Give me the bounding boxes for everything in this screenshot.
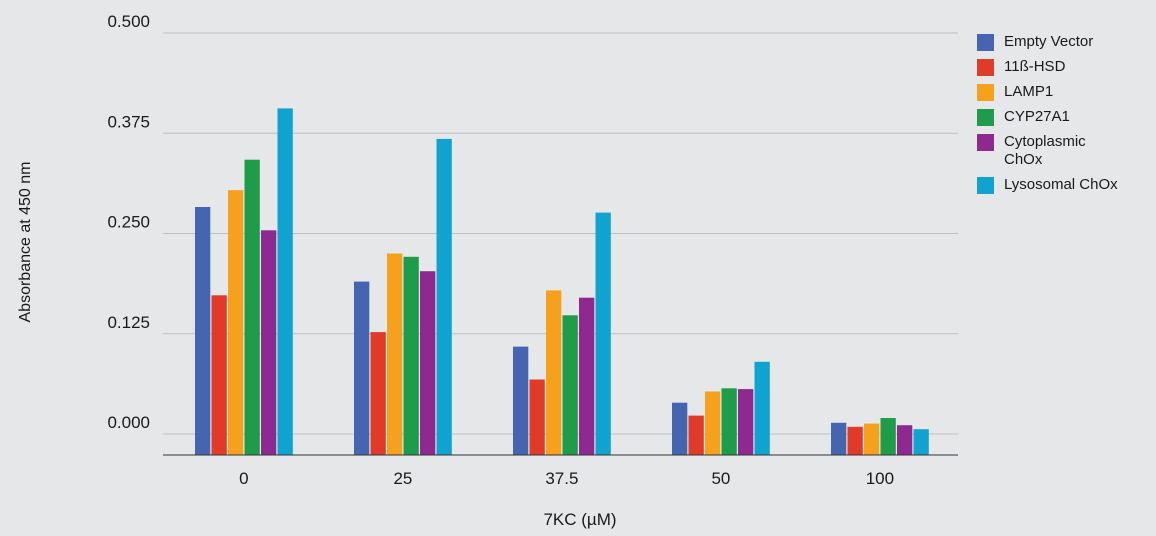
bar-11-hsd-0 (211, 295, 227, 455)
y-tick-labels: 0.000 0.125 0.250 0.375 0.500 (107, 12, 150, 432)
bar-cytoplasmic-chox-50 (738, 389, 754, 455)
bar-lamp1-37-5 (546, 290, 562, 455)
bar-empty-vector-0 (195, 207, 211, 455)
x-axis-title: 7KC (µM) (543, 510, 616, 529)
bar-cyp27a1-100 (880, 418, 896, 455)
bar-lamp1-0 (228, 190, 244, 455)
y-axis-title: Absorbance at 450 nm (17, 162, 34, 323)
legend-item: Cytoplasmic ChOx (977, 133, 1152, 169)
bar-lamp1-25 (387, 253, 403, 455)
legend-swatch (977, 109, 994, 126)
bar-cyp27a1-37-5 (562, 315, 578, 455)
legend-swatch (977, 34, 994, 51)
gridlines (163, 32, 958, 435)
bar-lamp1-50 (705, 391, 721, 455)
x-tick-label: 37.5 (545, 469, 578, 488)
bar-lysosomal-chox-25 (436, 138, 452, 455)
bar-cyp27a1-25 (403, 256, 419, 455)
bar-cyp27a1-50 (721, 388, 737, 455)
bar-11-hsd-37-5 (529, 379, 545, 455)
legend-item: Lysosomal ChOx (977, 176, 1152, 194)
legend-swatch (977, 134, 994, 151)
bar-11-hsd-25 (370, 332, 386, 455)
y-tick-label: 0.375 (107, 112, 150, 131)
bar-lamp1-100 (864, 423, 880, 455)
bar-11-hsd-100 (847, 426, 863, 455)
legend-swatch (977, 84, 994, 101)
y-tick-label: 0.000 (107, 413, 150, 432)
x-tick-label: 100 (866, 469, 894, 488)
y-tick-label: 0.250 (107, 213, 150, 232)
bar-cytoplasmic-chox-100 (897, 425, 913, 455)
x-tick-label: 0 (239, 469, 248, 488)
legend-label: Lysosomal ChOx (1004, 176, 1118, 193)
bar-lysosomal-chox-0 (277, 108, 293, 456)
x-tick-label: 50 (711, 469, 730, 488)
bars (195, 108, 929, 456)
bar-empty-vector-50 (672, 402, 688, 455)
legend-swatch (977, 59, 994, 76)
legend-item: LAMP1 (977, 83, 1152, 101)
legend-item: 11ß-HSD (977, 58, 1152, 76)
bar-cytoplasmic-chox-0 (261, 230, 277, 455)
legend-label: CYP27A1 (1004, 108, 1070, 125)
bar-lysosomal-chox-50 (754, 361, 770, 455)
y-tick-label: 0.500 (107, 12, 150, 31)
bar-cyp27a1-0 (244, 159, 260, 455)
legend-label: LAMP1 (1004, 83, 1054, 100)
legend-item: Empty Vector (977, 33, 1152, 51)
bar-lysosomal-chox-100 (913, 429, 929, 455)
y-tick-label: 0.125 (107, 313, 150, 332)
legend-item: CYP27A1 (977, 108, 1152, 126)
bar-empty-vector-100 (831, 422, 847, 455)
bar-cytoplasmic-chox-37-5 (579, 297, 595, 455)
bar-11-hsd-50 (688, 415, 704, 455)
legend-label: Empty Vector (1004, 33, 1094, 50)
legend-label: Cytoplasmic ChOx (1004, 133, 1086, 168)
bar-empty-vector-25 (354, 281, 370, 455)
legend: Empty Vector 11ß-HSD LAMP1 CYP27A1 Cytoplasm… (977, 33, 1152, 201)
x-tick-label: 25 (393, 469, 412, 488)
legend-swatch (977, 177, 994, 194)
x-tick-labels: 0 25 37.5 50 100 (239, 469, 894, 488)
bar-cytoplasmic-chox-25 (420, 271, 436, 455)
legend-label: 11ß-HSD (1004, 58, 1066, 75)
bar-empty-vector-37-5 (513, 346, 529, 455)
bar-lysosomal-chox-37-5 (595, 212, 611, 455)
